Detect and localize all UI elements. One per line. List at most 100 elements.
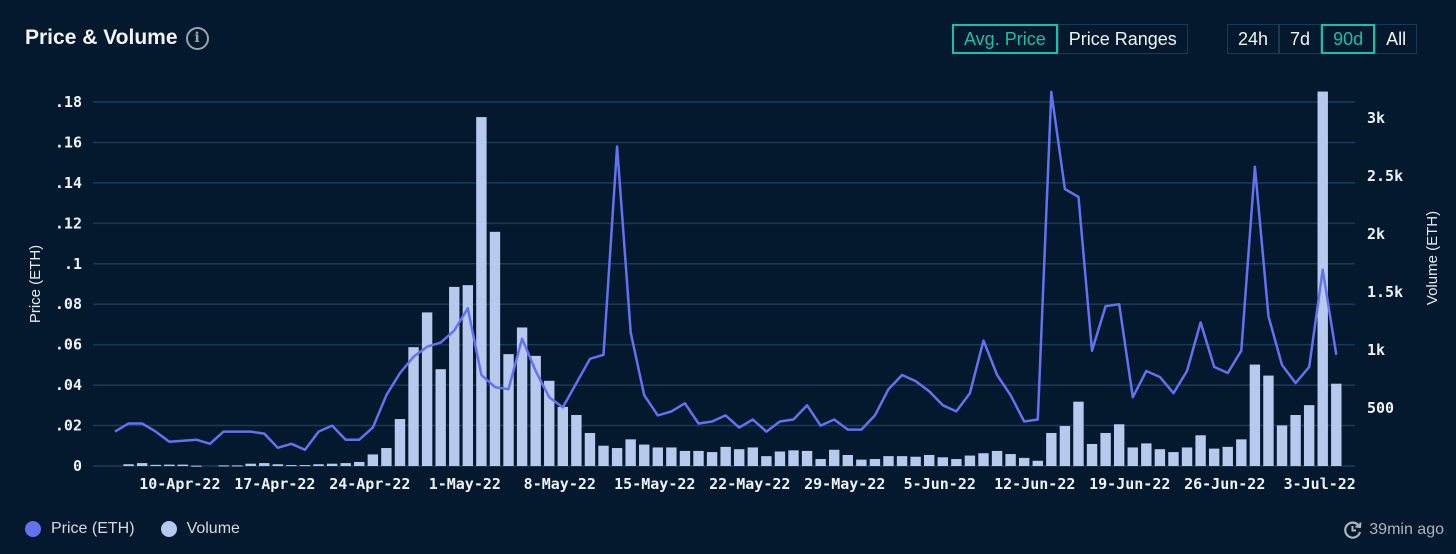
x-tick-label: 22-May-22	[709, 475, 790, 493]
volume-bar	[394, 419, 406, 466]
volume-bar	[720, 446, 731, 466]
volume-bar	[652, 447, 663, 466]
avg-price-button[interactable]: Avg. Price	[952, 24, 1058, 54]
volume-bar	[313, 464, 324, 466]
volume-bar	[421, 312, 433, 466]
volume-bar	[1222, 446, 1233, 466]
range-7d-button[interactable]: 7d	[1279, 24, 1322, 54]
y-right-tick-label: 500	[1367, 399, 1394, 417]
x-tick-label: 8-May-22	[524, 475, 596, 493]
volume-bar	[1154, 449, 1166, 466]
legend-label-price: Price (ETH)	[51, 520, 135, 537]
volume-bar	[1303, 405, 1315, 466]
volume-bar	[910, 456, 921, 466]
chart-legend: Price (ETH) Volume	[25, 520, 240, 538]
volume-bar	[666, 447, 677, 466]
volume-bar	[964, 455, 976, 466]
volume-bar	[1113, 424, 1125, 466]
volume-bar	[462, 285, 474, 466]
volume-bar	[164, 464, 175, 466]
y-right-tick-label: 2.5k	[1367, 167, 1403, 185]
y-left-tick-label: .06	[55, 336, 82, 354]
volume-bar	[136, 463, 148, 466]
volume-bar	[734, 449, 745, 466]
volume-bar	[951, 459, 962, 466]
volume-bar	[584, 432, 596, 466]
x-tick-label: 29-May-22	[804, 475, 885, 493]
price-ranges-button[interactable]: Price Ranges	[1057, 24, 1188, 54]
y-right-tick-label: 1.5k	[1367, 283, 1403, 301]
volume-bar	[1086, 443, 1098, 466]
volume-bar	[991, 450, 1003, 466]
volume-bar	[937, 457, 948, 466]
legend-item-volume[interactable]: Volume	[160, 520, 240, 538]
range-all-button[interactable]: All	[1375, 24, 1418, 54]
price-swatch-icon	[25, 521, 41, 537]
y-left-tick-label: .16	[55, 133, 82, 151]
volume-bar	[978, 453, 989, 466]
volume-bar	[354, 461, 365, 466]
volume-bar	[1290, 414, 1301, 466]
volume-bar	[476, 117, 487, 466]
volume-bar	[326, 463, 338, 466]
volume-bar	[245, 463, 256, 466]
volume-bar	[679, 450, 691, 466]
volume-bar	[829, 449, 840, 466]
clock-refresh-icon	[1344, 521, 1362, 539]
volume-bar	[1236, 439, 1247, 466]
volume-bar	[449, 286, 460, 466]
x-tick-label: 15-May-22	[614, 475, 695, 493]
volume-bar	[1100, 432, 1111, 466]
volume-bar	[801, 450, 813, 466]
y-left-tick-label: .08	[55, 295, 82, 313]
x-tick-label: 12-Jun-22	[994, 475, 1075, 493]
x-tick-label: 17-Apr-22	[234, 475, 315, 493]
range-24h-button[interactable]: 24h	[1227, 24, 1280, 54]
y-left-tick-label: .04	[55, 376, 82, 394]
volume-bar	[774, 451, 786, 466]
y-left-tick-label: .14	[55, 174, 82, 192]
y-right-tick-label: 2k	[1367, 225, 1385, 243]
volume-bar	[544, 380, 555, 466]
y-left-tick-label: .1	[64, 255, 82, 273]
volume-bar	[611, 448, 623, 466]
volume-bar	[571, 414, 582, 466]
volume-bar	[231, 465, 243, 467]
volume-bar	[1276, 425, 1288, 466]
y-left-axis-label: Price (ETH)	[27, 245, 44, 323]
volume-bar	[177, 464, 189, 466]
volume-bar	[503, 354, 514, 466]
x-tick-label: 3-Jul-22	[1284, 475, 1356, 493]
volume-bar	[625, 439, 636, 466]
range-90d-button[interactable]: 90d	[1321, 24, 1376, 54]
volume-bar	[1331, 383, 1342, 466]
legend-label-volume: Volume	[186, 520, 240, 537]
volume-bar	[286, 465, 297, 467]
volume-bar	[367, 454, 379, 466]
volume-bar	[516, 327, 528, 466]
volume-bar	[1141, 443, 1152, 466]
volume-bar	[191, 465, 202, 467]
volume-bar	[1127, 447, 1138, 466]
volume-bar	[435, 369, 446, 466]
legend-item-price[interactable]: Price (ETH)	[25, 520, 135, 538]
volume-bar	[299, 465, 311, 467]
y-left-tick-label: .18	[55, 93, 82, 111]
x-tick-label: 24-Apr-22	[329, 475, 410, 493]
x-tick-label: 26-Jun-22	[1184, 475, 1265, 493]
price-mode-toggle: Avg. Price Price Ranges	[952, 24, 1188, 54]
x-tick-label: 1-May-22	[429, 475, 501, 493]
volume-bar	[150, 464, 161, 466]
volume-bar	[1317, 91, 1328, 466]
volume-bar	[1168, 452, 1179, 466]
volume-bar	[842, 454, 853, 466]
y-left-tick-label: .12	[55, 214, 82, 232]
time-range-toggle: 24h 7d 90d All	[1227, 24, 1418, 54]
y-left-tick-label: 0	[73, 457, 82, 475]
y-right-tick-label: 3k	[1367, 109, 1385, 127]
volume-bar	[1073, 401, 1084, 466]
volume-bar	[1059, 426, 1071, 466]
volume-bar	[408, 347, 419, 466]
info-icon[interactable]: i	[185, 26, 209, 50]
volume-bar	[1249, 364, 1261, 466]
